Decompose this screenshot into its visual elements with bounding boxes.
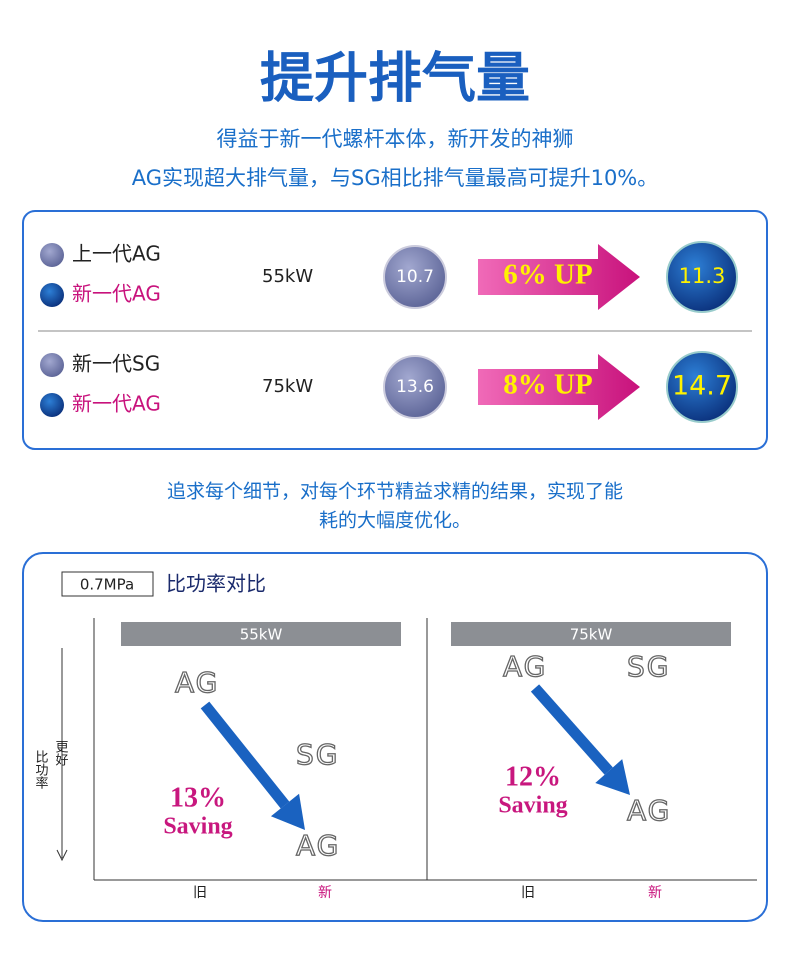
- x-label: 新: [318, 885, 332, 901]
- saving-label: Saving: [498, 793, 567, 819]
- after-circle: [666, 351, 738, 423]
- legend-label: 上一代AG: [72, 242, 161, 266]
- pressure: 0.7MPa: [80, 576, 134, 594]
- after-value: 14.7: [672, 371, 732, 402]
- reference-model: SG: [627, 650, 670, 683]
- power: 75kW: [262, 376, 313, 397]
- subtitle: AG实现超大排气量，与SG相比排气量最高可提升10%。: [132, 166, 659, 190]
- trend-arrow-head: [595, 759, 630, 795]
- reference-model: SG: [296, 738, 339, 771]
- panel-power: 75kW: [570, 626, 613, 644]
- panel-header: [451, 622, 731, 646]
- power: 55kW: [262, 266, 313, 287]
- legend-dot: [40, 283, 64, 307]
- comparison-rows: 上一代AG 新一代AG 55kW 10.7 6% UP 11.3 新一代SG 新一代AG 75k…: [40, 241, 738, 423]
- gain: 8% UP: [503, 369, 592, 401]
- subtitle: 得益于新一代螺杆本体，新开发的神狮: [217, 127, 574, 151]
- title: 提升排气量: [260, 47, 530, 110]
- chart-box: [22, 552, 768, 922]
- x-label: 旧: [521, 885, 535, 901]
- trend-arrow-head: [270, 793, 305, 830]
- new-model: AG: [627, 794, 671, 827]
- y-label: 比功率: [33, 750, 49, 789]
- before-value: 10.7: [396, 267, 434, 287]
- gain-arrow: [478, 354, 640, 420]
- trend-arrow: [200, 701, 290, 809]
- new-model: AG: [296, 829, 340, 862]
- note: 追求每个细节，对每个环节精益求精的结果，实现了能: [167, 481, 623, 503]
- before-circle: [383, 245, 447, 309]
- gain-arrow: [478, 244, 640, 310]
- chart-title: 比功率对比: [166, 572, 266, 596]
- before-value: 13.6: [396, 377, 434, 397]
- legend-dot: [40, 243, 64, 267]
- y-arrow-head: [56, 849, 68, 862]
- after-circle: [666, 241, 738, 313]
- y-direction: 更好: [53, 740, 69, 766]
- x-label: 旧: [193, 885, 207, 901]
- legend-dot: [40, 353, 64, 377]
- panel-power: 55kW: [240, 626, 283, 644]
- old-model: AG: [503, 650, 547, 683]
- panel-header: [121, 622, 401, 646]
- x-label: 新: [648, 885, 662, 901]
- after-value: 11.3: [679, 264, 726, 288]
- gain: 6% UP: [503, 259, 592, 291]
- saving: 13%: [170, 782, 226, 813]
- pressure-box: [61, 571, 154, 597]
- legend-dot: [40, 393, 64, 417]
- saving-label: Saving: [163, 814, 232, 840]
- legend-label: 新一代AG: [72, 392, 161, 416]
- trend-arrow: [530, 684, 613, 775]
- old-model: AG: [175, 666, 219, 699]
- note: 耗的大幅度优化。: [319, 510, 471, 532]
- legend-label: 新一代AG: [72, 282, 161, 306]
- legend-label: 新一代SG: [72, 352, 160, 376]
- saving: 12%: [505, 761, 561, 792]
- before-circle: [383, 355, 447, 419]
